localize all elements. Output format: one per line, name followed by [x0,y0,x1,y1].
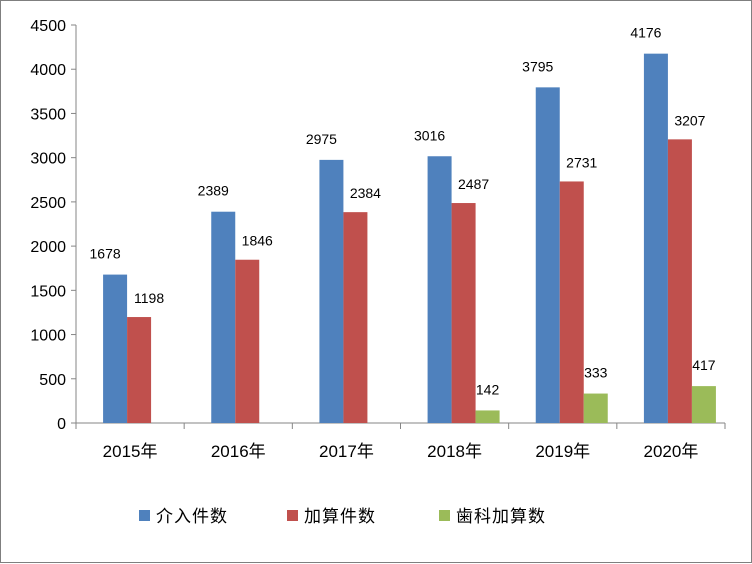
legend-swatch [439,510,450,521]
data-label: 2389 [198,183,229,199]
x-tick-label: 2020年 [644,442,699,461]
y-tick-label: 4500 [30,18,66,35]
bar [667,139,692,423]
bar [319,159,344,423]
legend-label: 加算件数 [304,507,376,526]
x-tick-label: 2018年 [427,442,482,461]
legend-label: 介入件数 [156,507,228,526]
bar [535,87,560,423]
bar [103,274,128,423]
y-tick-label: 3000 [30,151,66,168]
legend-label: 歯科加算数 [456,507,546,526]
data-label: 1846 [242,233,273,249]
data-label: 3207 [674,112,705,128]
bars [103,53,716,423]
data-label: 2384 [350,185,381,201]
legend-swatch [287,510,298,521]
y-tick-label: 2000 [30,239,66,256]
data-labels: 1678 2389 2975 3016 3795 4176 1198 1846 2384 2487… [90,25,716,398]
data-label: 1198 [134,290,164,306]
data-label: 2731 [566,154,597,170]
x-tick-label: 2016年 [211,442,266,461]
bar [451,203,476,423]
legend-swatch [139,510,150,521]
bar [211,211,236,423]
data-label: 2975 [306,131,337,147]
bar [235,259,260,423]
data-label: 3795 [522,58,553,74]
y-tick-label: 4000 [30,62,66,79]
y-tick-label: 1500 [30,283,66,300]
data-label: 4176 [630,25,661,41]
y-tick-label: 1000 [30,328,66,345]
y-tick-label: 500 [39,372,66,389]
bar [427,156,452,423]
data-label: 2487 [458,176,489,192]
legend: 介入件数 加算件数 歯科加算数 [139,507,546,526]
y-tick-label: 0 [57,416,66,433]
bar [343,212,368,423]
bar [583,393,608,423]
x-tick-label: 2017年 [319,442,374,461]
x-tick-label: 2015年 [103,442,158,461]
bar [691,386,716,423]
data-label: 142 [476,381,500,397]
axes: 0 500 1000 1500 2000 2500 3000 3500 4000 4500 2015… [30,18,726,461]
bar [559,181,584,423]
data-label: 333 [584,365,608,381]
data-label: 3016 [414,127,445,143]
bar [127,317,152,423]
data-label: 417 [692,357,716,373]
bar [643,53,668,423]
bar [475,410,500,423]
data-label: 1678 [90,246,121,262]
x-tick-label: 2019年 [535,442,590,461]
y-tick-label: 3500 [30,106,66,123]
y-tick-label: 2500 [30,195,66,212]
